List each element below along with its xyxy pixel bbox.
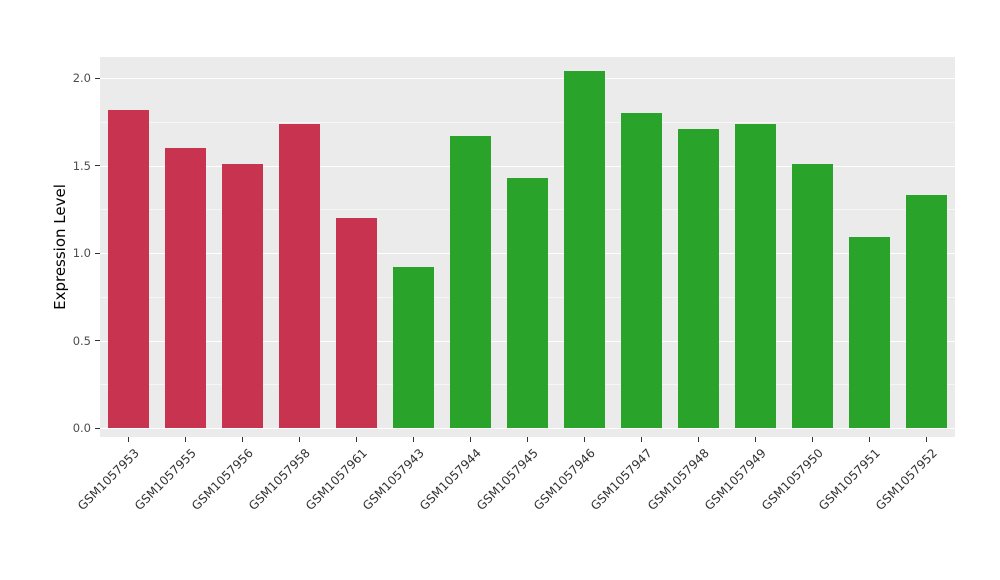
x-tick-label: GSM1057944 bbox=[416, 446, 484, 513]
major-gridline bbox=[100, 165, 955, 167]
bar bbox=[735, 123, 776, 429]
bar bbox=[279, 123, 320, 429]
x-tick-label: GSM1057947 bbox=[587, 446, 655, 513]
x-tick-mark bbox=[698, 437, 699, 442]
x-tick-label: GSM1057952 bbox=[872, 446, 940, 513]
major-gridline bbox=[100, 428, 955, 430]
y-tick-label: 2.0 bbox=[72, 71, 91, 85]
x-tick-mark bbox=[755, 437, 756, 442]
x-tick-mark bbox=[869, 437, 870, 442]
x-tick-mark bbox=[413, 437, 414, 442]
bar bbox=[450, 135, 491, 429]
y-tick-mark bbox=[95, 165, 100, 167]
bar bbox=[507, 177, 548, 429]
x-tick-label: GSM1057950 bbox=[758, 446, 826, 513]
major-gridline bbox=[100, 78, 955, 79]
x-tick-label: GSM1057946 bbox=[530, 446, 598, 513]
y-tick-label: 0.0 bbox=[72, 421, 91, 436]
x-tick-label: GSM1057945 bbox=[473, 446, 541, 513]
x-tick-label: GSM1057961 bbox=[302, 446, 370, 513]
x-tick-label: GSM1057958 bbox=[245, 446, 313, 513]
y-tick-mark bbox=[95, 252, 100, 254]
x-tick-mark bbox=[926, 437, 927, 442]
bar bbox=[906, 195, 947, 429]
bar bbox=[108, 109, 149, 429]
x-tick-label: GSM1057951 bbox=[815, 446, 883, 513]
y-tick-label: 1.5 bbox=[72, 158, 91, 173]
x-tick-mark bbox=[356, 437, 357, 442]
minor-gridline bbox=[100, 121, 955, 123]
x-tick-mark bbox=[641, 437, 642, 442]
x-tick-mark bbox=[299, 437, 300, 442]
bar bbox=[222, 163, 263, 429]
x-tick-label: GSM1057949 bbox=[701, 446, 769, 513]
bar bbox=[393, 267, 434, 429]
bar bbox=[165, 148, 206, 429]
x-tick-label: GSM1057943 bbox=[359, 446, 427, 513]
x-tick-label: GSM1057956 bbox=[188, 446, 256, 513]
x-tick-mark bbox=[470, 437, 471, 442]
x-tick-mark bbox=[527, 437, 528, 442]
y-tick-mark bbox=[95, 427, 100, 429]
x-tick-mark bbox=[185, 437, 186, 442]
y-tick-mark bbox=[95, 340, 100, 342]
x-tick-label: GSM1057953 bbox=[74, 446, 142, 513]
bar bbox=[678, 128, 719, 429]
bar bbox=[336, 218, 377, 429]
plot-panel bbox=[100, 57, 955, 437]
x-tick-label: GSM1057948 bbox=[644, 446, 712, 513]
y-tick-mark bbox=[95, 77, 100, 79]
bar bbox=[792, 163, 833, 429]
y-tick-label: 1.0 bbox=[72, 246, 91, 261]
x-tick-mark bbox=[812, 437, 813, 442]
x-tick-mark bbox=[242, 437, 243, 442]
y-tick-label: 0.5 bbox=[72, 333, 91, 348]
x-tick-label: GSM1057955 bbox=[131, 446, 199, 513]
bar bbox=[564, 71, 605, 429]
bar bbox=[621, 113, 662, 429]
x-tick-mark bbox=[584, 437, 585, 442]
x-tick-mark bbox=[128, 437, 129, 442]
bar bbox=[849, 237, 890, 429]
